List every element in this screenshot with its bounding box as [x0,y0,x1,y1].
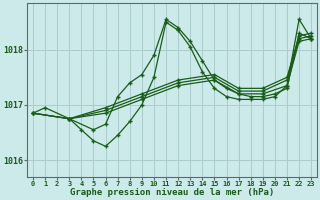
X-axis label: Graphe pression niveau de la mer (hPa): Graphe pression niveau de la mer (hPa) [70,188,274,197]
